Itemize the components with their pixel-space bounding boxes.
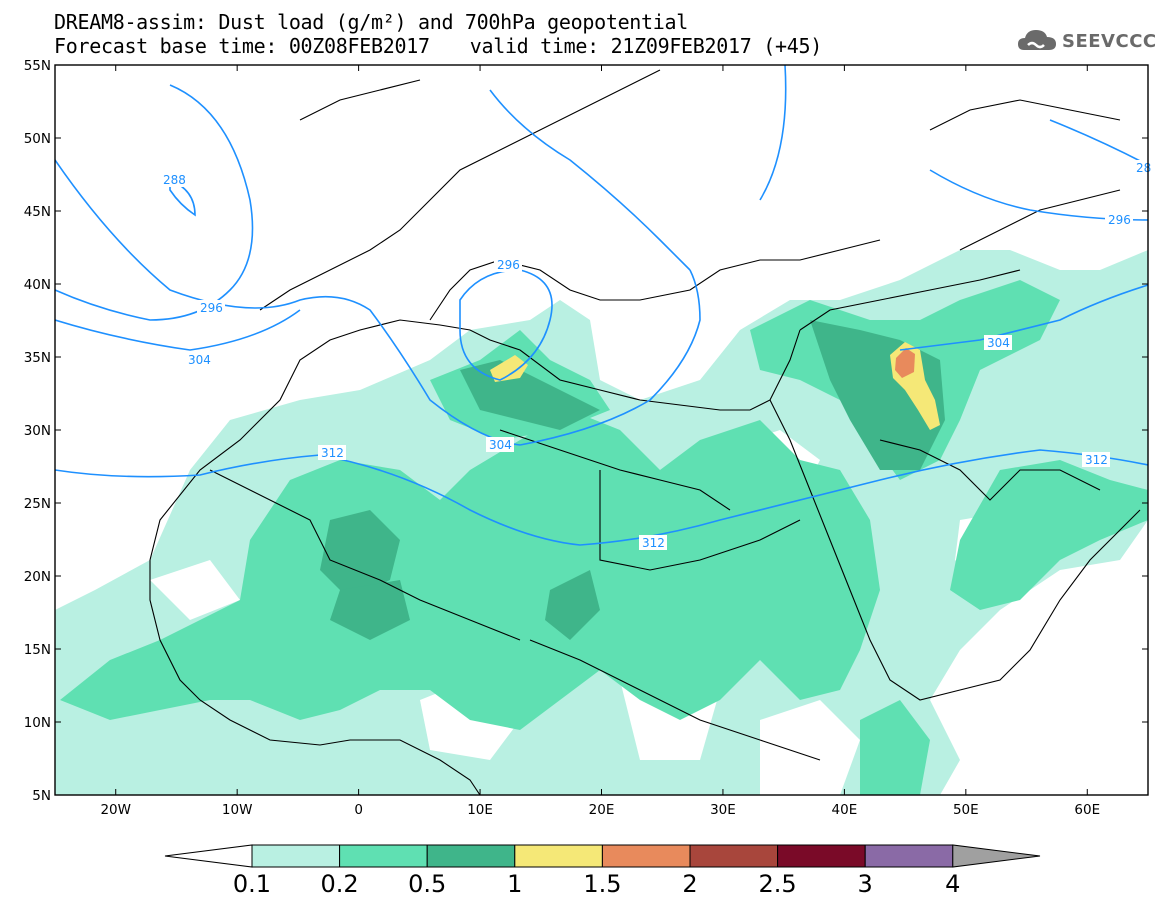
colorbar-swatch: [339, 844, 428, 868]
dust-field: [55, 250, 1148, 795]
map-subtitle: Forecast base time: 00Z08FEB2017 valid ti…: [54, 34, 822, 58]
coastline-borders: [149, 69, 1141, 795]
colorbar-low-arrow: [164, 844, 253, 868]
lat-label: 55N: [24, 58, 51, 74]
colorbar-swatch: [514, 844, 603, 868]
contour-label: 312: [1085, 453, 1108, 467]
contour-label: 296: [1108, 213, 1131, 227]
colorbar-tick-label: 0.5: [408, 870, 446, 898]
lat-label: 45N: [24, 204, 51, 220]
colorbar-tick-label: 4: [945, 870, 960, 898]
dust-level-1: [490, 355, 528, 382]
logo-text: SEEVCCC: [1062, 31, 1157, 52]
contour-label: 288: [163, 173, 186, 187]
lat-label: 30N: [24, 423, 51, 439]
contour-label: 296: [200, 301, 223, 315]
colorbar-swatch: [426, 844, 516, 868]
valid-time-label: valid time: 21Z09FEB2017 (+45): [469, 34, 823, 58]
seevccc-logo: SEEVCCC: [1016, 24, 1156, 58]
colorbar-tick-label: 2.5: [759, 870, 797, 898]
lat-label: 40N: [24, 277, 51, 293]
colorbar-swatch: [251, 844, 341, 868]
lon-label: 20W: [100, 802, 131, 818]
colorbar-swatch: [864, 844, 954, 868]
contour-label: 304: [987, 336, 1010, 350]
contour-label: 312: [642, 536, 665, 550]
lat-label: 10N: [24, 715, 51, 731]
longitude-axis: 20W 10W 0 10E 20E 30E 40E 50E 60E: [100, 65, 1100, 818]
colorbar-swatch: [689, 844, 779, 868]
lon-label: 60E: [1074, 802, 1100, 818]
map-title: DREAM8-assim: Dust load (g/m²) and 700hP…: [54, 10, 689, 34]
lat-label: 5N: [32, 788, 51, 804]
colorbar-swatch: [601, 844, 691, 868]
colorbar-tick-label: 0.2: [321, 870, 359, 898]
lon-label: 30E: [710, 802, 736, 818]
colorbar-tick-label: 1: [507, 870, 522, 898]
contour-label: 28: [1136, 161, 1151, 175]
lon-label: 10E: [467, 802, 493, 818]
lat-label: 20N: [24, 569, 51, 585]
dust-level-1.5: [895, 348, 915, 378]
dust-level-0.2: [60, 410, 880, 730]
latitude-axis: 55N 50N 45N 40N 35N 30N 25N 20N 15N 10N 5N: [24, 58, 1148, 804]
lat-label: 25N: [24, 496, 51, 512]
colorbar-tick-label: 2: [682, 870, 697, 898]
colorbar-tick-label: 0.1: [233, 870, 271, 898]
lon-label: 10W: [222, 802, 253, 818]
colorbar-tick-label: 3: [858, 870, 873, 898]
contour-label: 304: [188, 353, 211, 367]
lon-label: 0: [354, 802, 363, 818]
colorbar-swatch: [777, 844, 866, 868]
contour-label: 304: [489, 438, 512, 452]
colorbar-high-arrow: [952, 844, 1041, 868]
lat-label: 35N: [24, 350, 51, 366]
contour-label: 296: [497, 258, 520, 272]
colorbar-tick-label: 1.5: [583, 870, 621, 898]
lon-label: 50E: [953, 802, 979, 818]
base-time-label: Forecast base time: 00Z08FEB2017: [54, 34, 430, 58]
cloud-icon: [1018, 30, 1056, 50]
colorbar: 0.1 0.2 0.5 1 1.5 2 2.5 3 4: [164, 844, 1041, 898]
lon-label: 40E: [832, 802, 858, 818]
dust-level-0.5: [320, 510, 400, 600]
lon-label: 20E: [589, 802, 615, 818]
contour-label: 312: [321, 446, 344, 460]
lat-label: 50N: [24, 131, 51, 147]
lat-label: 15N: [24, 642, 51, 658]
